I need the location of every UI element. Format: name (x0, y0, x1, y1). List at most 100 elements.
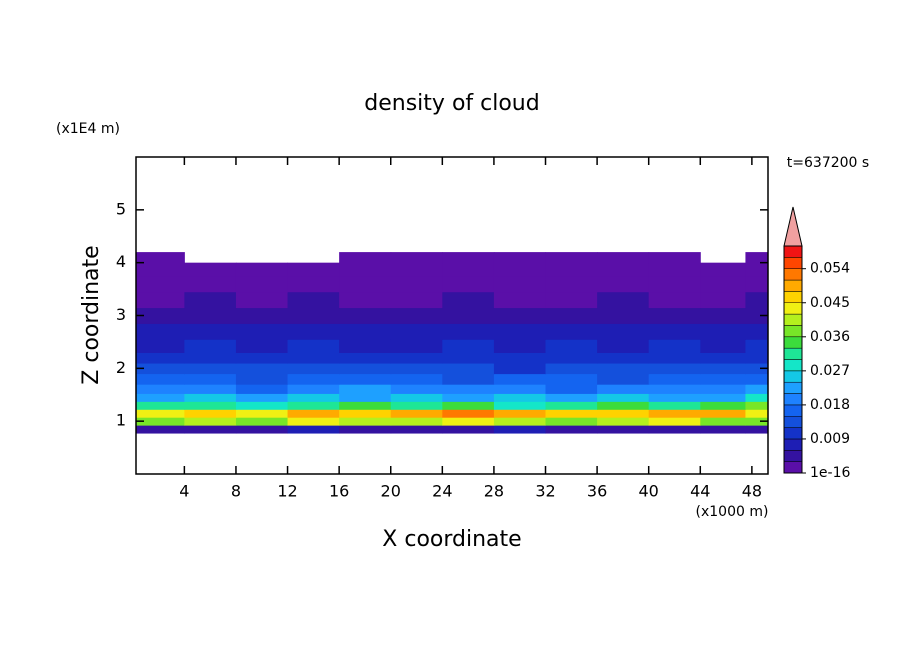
field-cell (287, 384, 340, 394)
field-cell (235, 323, 289, 340)
field-cell (442, 307, 495, 324)
field-cell (745, 275, 769, 293)
y-axis-label: Z coordinate (79, 245, 104, 384)
field-cell (700, 401, 746, 410)
field-cell (184, 323, 237, 340)
field-cell (136, 425, 185, 434)
field-cell (648, 363, 701, 375)
field-cell (184, 291, 237, 309)
colorbar-tick-label: 0.009 (810, 431, 850, 447)
field-cell (745, 409, 769, 418)
field-cell (136, 393, 185, 402)
field-cell (184, 417, 237, 426)
y-unit: (x1E4 m) (56, 121, 120, 137)
field-cell (390, 417, 443, 426)
field-cell (648, 323, 701, 340)
field-cell (442, 401, 495, 410)
field-cell (545, 291, 598, 309)
field-cell (493, 373, 547, 385)
field-cell (700, 417, 746, 426)
field-cell (235, 425, 289, 434)
field-cell (745, 339, 769, 353)
colorbar-band (783, 438, 803, 451)
field-cell (390, 393, 443, 402)
field-cell (287, 401, 340, 410)
field-cell (648, 262, 701, 277)
field-cell (545, 417, 598, 426)
field-cell (184, 339, 237, 353)
colorbar-band (783, 325, 803, 338)
colorbar-band (783, 279, 803, 292)
field-cell (339, 393, 392, 402)
field-cell (442, 275, 495, 293)
field-cell (136, 307, 185, 324)
field-cell (493, 352, 547, 364)
field-cell (597, 339, 650, 353)
colorbar-tick-label: 0.018 (810, 397, 850, 413)
field-cell (442, 393, 495, 402)
field-cell (339, 275, 392, 293)
field-cell (648, 352, 701, 364)
field-cell (493, 262, 547, 277)
field-cell (648, 417, 701, 426)
y-tick-label: 1 (116, 411, 126, 430)
field-cell (745, 307, 769, 324)
field-cell (597, 373, 650, 385)
field-cell (493, 252, 547, 264)
field-cell (235, 352, 289, 364)
field-cell (184, 384, 237, 394)
field-cell (339, 323, 392, 340)
field-cell (648, 401, 701, 410)
field-cell (136, 384, 185, 394)
x-unit: (x1000 m) (696, 504, 769, 520)
field-cell (700, 425, 746, 434)
field-cell (390, 252, 443, 264)
field-cell (136, 291, 185, 309)
field-cell (493, 409, 547, 418)
field-cell (700, 373, 746, 385)
field-cell (339, 425, 392, 434)
field-cell (390, 384, 443, 394)
field-cell (597, 417, 650, 426)
field-cell (184, 409, 237, 418)
colorbar-tick-label: 1e-16 (810, 465, 850, 481)
field-cell (545, 262, 598, 277)
field-cell (745, 373, 769, 385)
field-cell (287, 373, 340, 385)
field-cell (287, 307, 340, 324)
colorbar-band (783, 291, 803, 303)
chart-title: density of cloud (364, 91, 539, 116)
colorbar-band (783, 359, 803, 372)
y-tick-label: 4 (116, 252, 126, 271)
field-cell (648, 252, 701, 264)
field-cell (184, 262, 237, 277)
field-cell (700, 307, 746, 324)
colorbar-band (783, 268, 803, 281)
field-cell (545, 384, 598, 394)
field-cell (700, 393, 746, 402)
field-cell (442, 291, 495, 309)
colorbar-band (783, 393, 803, 406)
field-cell (136, 409, 185, 418)
x-tick-label: 4 (179, 482, 189, 501)
colorbar-band (783, 381, 803, 394)
field-cell (390, 307, 443, 324)
colorbar-band (783, 302, 803, 315)
field-cell (235, 291, 289, 309)
field-cell (287, 339, 340, 353)
field-cell (745, 352, 769, 364)
field-cell (493, 307, 547, 324)
field-cell (184, 275, 237, 293)
field-cell (235, 262, 289, 277)
colorbar-band (783, 461, 803, 474)
y-tick-label: 2 (116, 358, 126, 377)
field-cell (390, 262, 443, 277)
field-cell (597, 393, 650, 402)
field-cell (287, 417, 340, 426)
field-cell (339, 363, 392, 375)
field-cell (745, 401, 769, 410)
x-tick-label: 16 (329, 482, 349, 501)
field-cell (339, 417, 392, 426)
field-cell (442, 252, 495, 264)
y-tick-label: 3 (116, 305, 126, 324)
